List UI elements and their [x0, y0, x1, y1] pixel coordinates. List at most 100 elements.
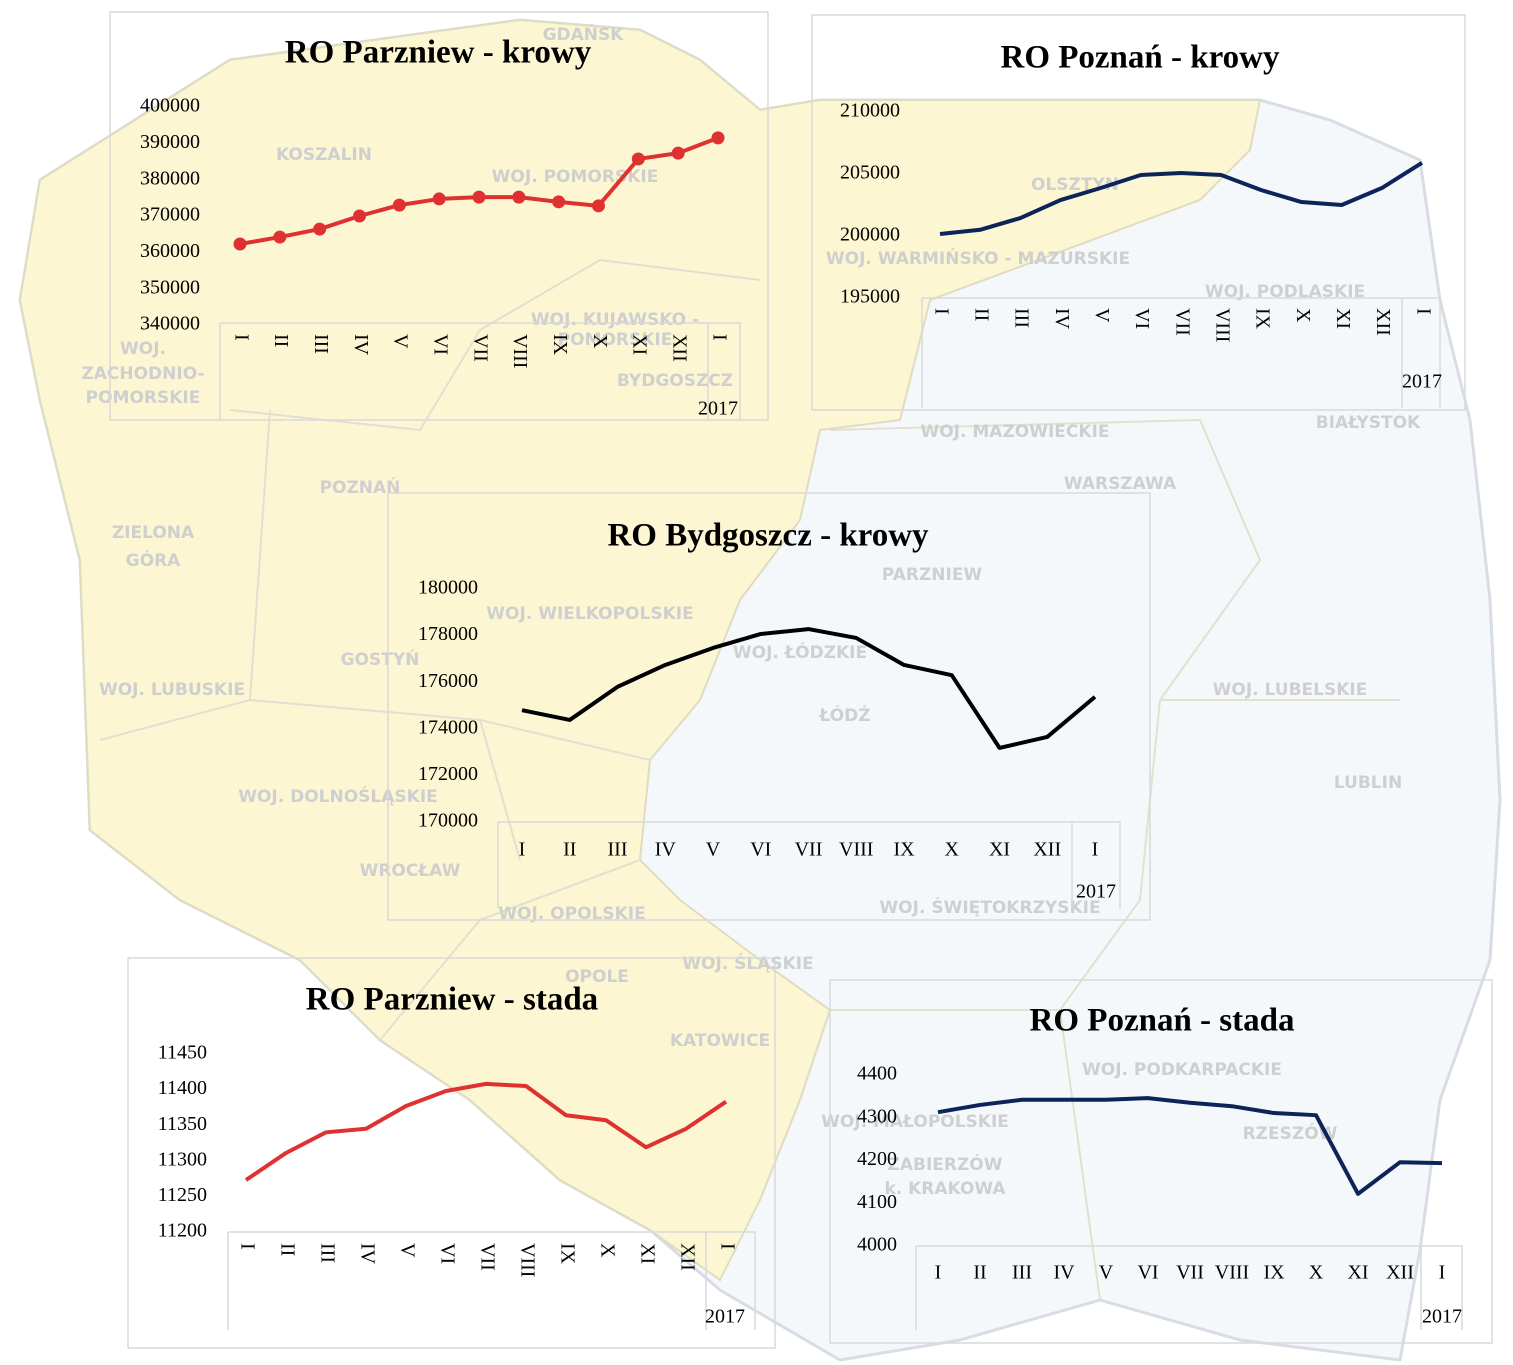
- x-tick-label: III: [316, 1243, 338, 1263]
- data-point: [273, 230, 287, 244]
- map-label: WOJ. WIELKOPOLSKIE: [486, 604, 693, 624]
- x-tick-label: II: [563, 839, 576, 861]
- chart-title: RO Bydgoszcz - krowy: [607, 518, 929, 554]
- data-point: [233, 237, 247, 251]
- x-tick-label: V: [706, 839, 721, 861]
- map-label: ZIELONA: [112, 523, 195, 543]
- x-tick-label: IX: [549, 334, 571, 356]
- x-tick-label: I: [1092, 839, 1099, 861]
- map-label: GDAŃSK: [543, 23, 625, 45]
- map-background: [18, 18, 1502, 1362]
- x-tick-label: III: [1011, 308, 1033, 328]
- x-tick-label: XII: [676, 1243, 698, 1271]
- map-label: k. KRAKOWA: [884, 1179, 1006, 1199]
- y-tick-label: 340000: [140, 313, 200, 335]
- x-tick-label: XII: [1372, 308, 1394, 336]
- x-tick-label: I: [236, 1243, 258, 1250]
- chart-frame: [109, 11, 769, 421]
- x-tick-label: VII: [469, 334, 491, 362]
- x-tick-label: III: [310, 334, 332, 354]
- y-tick-label: 11400: [158, 1077, 207, 1099]
- chart: RO Parzniew - krowy 340000 350000 360000 370…: [109, 11, 769, 421]
- y-tick-label: 172000: [418, 763, 478, 785]
- map-label: KOSZALIN: [276, 145, 372, 165]
- chart: RO Bydgoszcz - krowy 170000 172000 174000 17…: [387, 492, 1151, 921]
- x-tick-label: IV: [655, 839, 677, 861]
- x-tick-label: III: [608, 839, 628, 861]
- x-tick-label: X: [945, 839, 960, 861]
- data-point: [671, 146, 685, 160]
- y-tick-label: 11250: [158, 1184, 207, 1206]
- x-tick-label: XII: [669, 334, 691, 362]
- data-point: [512, 190, 526, 204]
- map-label: WOJ. KUJAWSKO -: [531, 310, 699, 330]
- x-tick-label: I: [935, 1262, 942, 1284]
- chart-title: RO Poznań - stada: [1030, 1003, 1295, 1039]
- y-tick-label: 4000: [857, 1234, 897, 1256]
- x-tick-label: VIII: [509, 334, 531, 368]
- y-tick-label: 170000: [418, 810, 478, 832]
- x-tick-label: X: [1309, 1262, 1324, 1284]
- data-point: [631, 152, 645, 166]
- map-label: GOSTYŃ: [341, 648, 420, 670]
- x-tick-label: VIII: [1212, 308, 1234, 342]
- x-tick-label: IX: [556, 1243, 578, 1265]
- map-label: OPOLE: [565, 967, 629, 987]
- x-tick-label: II: [973, 1262, 986, 1284]
- x-tick-label: VI: [1137, 1262, 1158, 1284]
- year-label: 2017: [1076, 881, 1116, 903]
- y-tick-label: 205000: [840, 162, 900, 184]
- year-label: 2017: [1402, 371, 1442, 393]
- data-point: [392, 198, 406, 212]
- map-label: ŁÓDŹ: [818, 704, 870, 726]
- y-tick-label: 11350: [158, 1113, 207, 1135]
- x-tick-label: XII: [1386, 1262, 1414, 1284]
- x-tick-label: V: [396, 1243, 418, 1258]
- map-label: GÓRA: [126, 549, 181, 571]
- y-tick-label: 350000: [140, 276, 200, 298]
- y-tick-label: 11200: [158, 1220, 207, 1242]
- y-tick-label: 400000: [140, 95, 200, 117]
- map-label: WOJ. ŚWIĘTOKRZYSKIE: [879, 896, 1100, 918]
- data-point: [711, 131, 725, 145]
- x-tick-label: VII: [1176, 1262, 1204, 1284]
- map-label: POMORSKIE: [86, 388, 201, 408]
- x-tick-label: VIII: [839, 839, 873, 861]
- category-axis-box: [915, 1245, 1463, 1330]
- x-tick-label: X: [1292, 308, 1314, 323]
- line-series: [244, 1081, 728, 1182]
- x-tick-label: III: [1012, 1262, 1032, 1284]
- x-tick-label: I: [1412, 308, 1434, 315]
- chart: RO Parzniew - stada 11200 11250 11300 11350 1…: [127, 957, 776, 1349]
- chart-title: RO Parzniew - stada: [306, 982, 598, 1018]
- x-tick-label: V: [1091, 308, 1113, 323]
- x-tick-label: XII: [1033, 839, 1061, 861]
- data-point: [472, 190, 486, 204]
- chart-title: RO Parzniew - krowy: [285, 35, 592, 71]
- x-tick-label: I: [930, 308, 952, 315]
- chart-frame: [127, 957, 776, 1349]
- x-tick-label: VI: [750, 839, 771, 861]
- chart-frame: [829, 979, 1493, 1344]
- line-series: [521, 627, 1097, 750]
- map-label: WOJ. MAZOWIECKIE: [920, 422, 1109, 442]
- x-tick-label: IX: [1263, 1262, 1285, 1284]
- map-label: RZESZÓW: [1243, 1122, 1338, 1144]
- y-tick-label: 200000: [840, 224, 900, 246]
- chart-frame: [387, 492, 1151, 921]
- y-tick-label: 4400: [857, 1063, 897, 1085]
- charts: RO Parzniew - krowy 340000 350000 360000 370…: [109, 11, 1493, 1349]
- y-tick-label: 390000: [140, 131, 200, 153]
- map-label: KATOWICE: [670, 1031, 770, 1051]
- map-label: WOJ. LUBUSKIE: [99, 680, 245, 700]
- map-label: WROCŁAW: [360, 861, 461, 881]
- y-tick-label: 11450: [158, 1042, 207, 1064]
- map-label: WOJ. MAŁOPOLSKIE: [821, 1112, 1009, 1132]
- map-label: PARZNIEW: [882, 565, 983, 585]
- map-label: WOJ. OPOLSKIE: [498, 904, 645, 924]
- x-tick-label: VII: [1171, 308, 1193, 336]
- y-tick-label: 4200: [857, 1148, 897, 1170]
- year-label: 2017: [1422, 1306, 1462, 1328]
- category-axis-box: [497, 821, 1121, 908]
